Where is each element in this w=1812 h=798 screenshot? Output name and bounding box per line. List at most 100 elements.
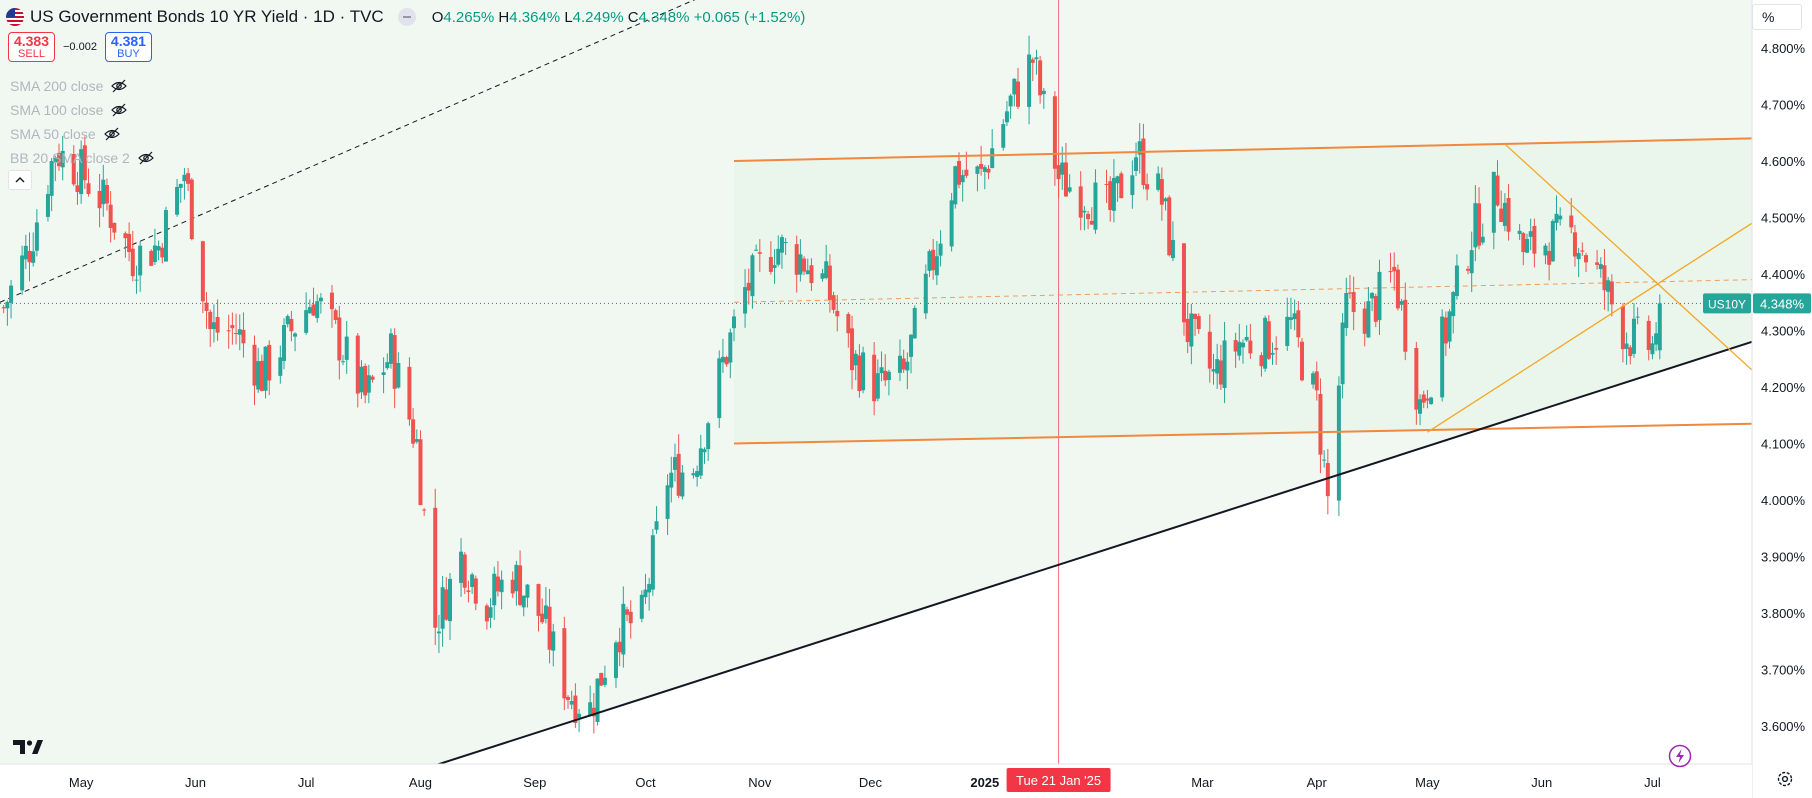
candle-up — [1550, 220, 1555, 262]
candle-down — [1395, 269, 1400, 309]
buy-button[interactable]: 4.381 BUY — [104, 32, 152, 62]
indicator-sma50[interactable]: SMA 50 close — [10, 122, 154, 146]
price-tick-label: 3.800% — [1761, 606, 1806, 621]
candle-up — [79, 149, 84, 195]
channel-fill — [733, 138, 1752, 444]
candle-up — [414, 439, 419, 442]
eye-off-icon[interactable] — [111, 102, 128, 118]
candle-up — [1447, 311, 1452, 342]
candle-down — [418, 439, 423, 506]
candle-up — [1554, 213, 1559, 223]
minus-icon — [402, 16, 411, 18]
candle-down — [127, 233, 132, 253]
sell-price: 4.383 — [13, 33, 50, 49]
candle-up — [1650, 343, 1655, 355]
eye-off-icon[interactable] — [137, 150, 154, 166]
ohlc-low: 4.249% — [572, 8, 624, 26]
candle-up — [975, 166, 980, 174]
indicator-sma200[interactable]: SMA 200 close — [10, 74, 154, 98]
lightning-icon[interactable] — [1668, 744, 1692, 768]
indicator-bb20[interactable]: BB 20 SMA close 2 — [10, 146, 154, 170]
time-axis — [0, 764, 1752, 798]
candle-down — [964, 169, 969, 176]
indicator-label: SMA 50 close — [10, 126, 96, 142]
candle-up — [1528, 231, 1533, 237]
candle-up — [717, 358, 722, 419]
candle-up — [613, 642, 618, 679]
chevron-up-icon — [15, 177, 25, 183]
candle-up — [706, 423, 711, 450]
indicator-label: BB 20 SMA close 2 — [10, 150, 130, 166]
candle-up — [1336, 385, 1341, 501]
candle-down — [1646, 320, 1651, 351]
gear-icon[interactable] — [1776, 770, 1794, 788]
candle-down — [1300, 341, 1305, 381]
candle-up — [304, 310, 309, 333]
time-tick-label: 2025 — [970, 775, 999, 790]
candle-down — [1580, 250, 1585, 252]
candle-down — [1119, 173, 1124, 199]
time-tick-label: Jun — [1531, 775, 1552, 790]
candle-down — [1628, 347, 1633, 357]
eye-off-icon[interactable] — [103, 126, 120, 142]
candle-up — [1288, 317, 1293, 320]
candle-up — [175, 186, 180, 215]
candle-up — [1543, 245, 1548, 256]
legend-collapse-button[interactable] — [397, 8, 416, 26]
candle-up — [1558, 215, 1563, 220]
candle-up — [953, 166, 958, 205]
candle-up — [905, 361, 910, 371]
indicator-sma100[interactable]: SMA 100 close — [10, 98, 154, 122]
symbol-tag: US10Y — [1708, 297, 1746, 311]
candle-down — [462, 554, 467, 588]
candle-up — [1027, 54, 1032, 107]
candle-down — [802, 258, 807, 272]
candle-up — [805, 270, 810, 275]
price-tick-label: 4.600% — [1761, 154, 1806, 169]
candle-down — [1465, 268, 1470, 271]
candle-up — [1654, 333, 1659, 345]
candle-up — [359, 366, 364, 393]
candle-down — [566, 696, 571, 700]
candle-up — [1340, 322, 1345, 385]
candle-up — [256, 361, 261, 390]
candle-up — [60, 150, 65, 168]
candle-down — [1325, 463, 1330, 497]
candle-down — [422, 509, 427, 511]
candle-down — [1569, 215, 1574, 228]
candle-up — [853, 353, 858, 366]
price-tick-label: 3.900% — [1761, 550, 1806, 565]
candle-down — [835, 310, 840, 317]
candle-up — [702, 449, 707, 453]
candle-up — [621, 603, 626, 655]
candle-down — [1373, 296, 1378, 322]
eye-off-icon[interactable] — [111, 78, 128, 94]
indicators-collapse-button[interactable] — [8, 170, 32, 190]
candle-up — [34, 222, 39, 251]
candle-down — [850, 328, 855, 371]
time-tick-label: Mar — [1191, 775, 1214, 790]
candle-up — [1211, 369, 1216, 372]
buy-price: 4.381 — [110, 33, 146, 49]
candle-down — [540, 613, 545, 623]
symbol-title[interactable]: US Government Bonds 10 YR Yield · 1D · T… — [30, 7, 384, 26]
candle-up — [488, 607, 493, 618]
candle-down — [1141, 138, 1146, 186]
candle-up — [1134, 157, 1139, 172]
sell-button[interactable]: 4.383 SELL — [8, 32, 55, 62]
price-scale-unit-button[interactable]: % — [1752, 4, 1802, 30]
candle-up — [182, 174, 187, 182]
candle-down — [1506, 197, 1511, 232]
time-tick-label: Aug — [409, 775, 432, 790]
candle-down — [768, 257, 773, 272]
price-axis — [1752, 0, 1812, 798]
time-tick-label: Jul — [298, 775, 315, 790]
candle-down — [1108, 181, 1113, 210]
ohlc-high-key: H — [498, 8, 510, 26]
candle-down — [1521, 233, 1526, 252]
tradingview-logo-icon[interactable] — [12, 738, 44, 756]
candle-down — [407, 366, 412, 420]
candle-up — [1263, 317, 1268, 369]
